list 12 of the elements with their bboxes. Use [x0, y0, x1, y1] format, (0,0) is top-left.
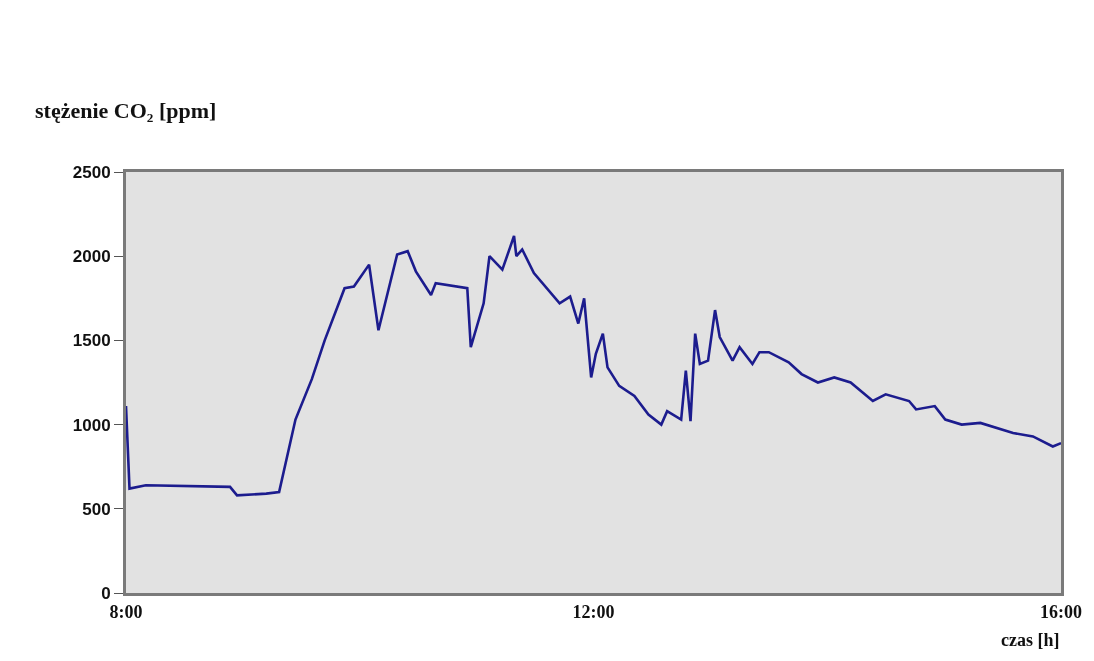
- line-series: [126, 234, 1061, 497]
- y-tick-label: 500: [82, 499, 111, 519]
- x-tick-label: 16:00: [1040, 601, 1082, 622]
- x-tick-label: 8:00: [109, 601, 143, 622]
- y-tick-label: 1500: [72, 331, 111, 351]
- y-tick-label: 2000: [72, 247, 111, 267]
- y-tick-label: 1000: [72, 415, 111, 435]
- x-axis-title: czas [h]: [1001, 630, 1060, 650]
- y-tick-label: 2500: [72, 162, 111, 182]
- y-axis-title: stężenie CO₂ [ppm]: [35, 98, 217, 123]
- y-tick-label: 0: [101, 583, 111, 603]
- x-tick-label: 12:00: [572, 601, 615, 622]
